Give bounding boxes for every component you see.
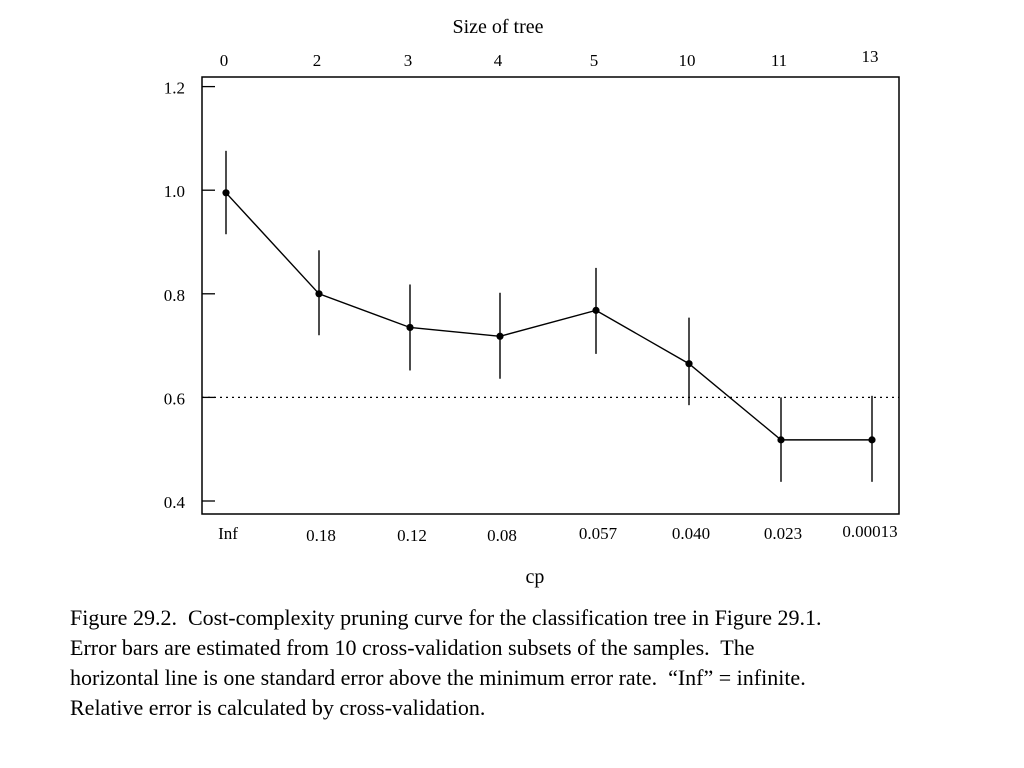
data-point: [592, 306, 600, 314]
caption-line: horizontal line is one standard error ab…: [70, 665, 806, 690]
pruning-curve-chart: Size of tree cp 0.4 0.6 0.8 1.0 1.2 0 2 3 4 5 10 11…: [164, 16, 900, 588]
y-tick-label: 0.6: [164, 389, 185, 408]
x-axis-label: cp: [526, 566, 545, 588]
x-tick-label: 0.057: [579, 524, 618, 543]
series-line: [225, 192, 872, 441]
data-point: [496, 332, 504, 340]
x-tick-label: 0.040: [672, 524, 710, 543]
caption-line: Figure 29.2. Cost-complexity pruning cur…: [70, 605, 822, 630]
x-tick-label: 0.023: [764, 524, 802, 543]
data-point: [406, 323, 414, 332]
caption-line: Relative error is calculated by cross-va…: [70, 695, 486, 720]
y-tick-label: 1.0: [164, 182, 185, 201]
top-axis-label: Size of tree: [452, 16, 543, 38]
top-tick-label: 11: [771, 51, 787, 70]
plot-frame: [201, 76, 900, 515]
figure-caption: Figure 29.2. Cost-complexity pruning cur…: [70, 603, 970, 723]
y-tick-label: 1.2: [164, 79, 185, 98]
x-tick-label: Inf: [218, 524, 238, 543]
top-tick-label: 3: [404, 51, 413, 70]
data-point: [315, 290, 323, 298]
top-tick-label: 4: [494, 51, 503, 70]
x-tick-label: 0.00013: [842, 522, 897, 541]
top-tick-label: 2: [313, 51, 322, 70]
x-tick-label: 0.08: [487, 526, 517, 545]
data-point: [222, 189, 230, 197]
top-tick-label: 0: [220, 51, 229, 70]
x-tick-label: 0.12: [397, 526, 427, 545]
caption-line: Error bars are estimated from 10 cross-v…: [70, 635, 755, 660]
data-point: [777, 436, 785, 444]
top-tick-label: 10: [679, 51, 696, 70]
data-point: [685, 360, 693, 368]
y-tick-label: 0.8: [164, 286, 185, 305]
data-point: [868, 436, 876, 444]
top-tick-label: 5: [590, 51, 599, 70]
top-tick-label: 13: [862, 47, 879, 66]
y-tick-label: 0.4: [164, 493, 186, 512]
x-tick-label: 0.18: [306, 526, 336, 545]
chart-marks: 0.4 0.6 0.8 1.0 1.2 0 2 3 4 5 10 11 13 Inf 0.18 0.12 0.0…: [164, 47, 899, 545]
